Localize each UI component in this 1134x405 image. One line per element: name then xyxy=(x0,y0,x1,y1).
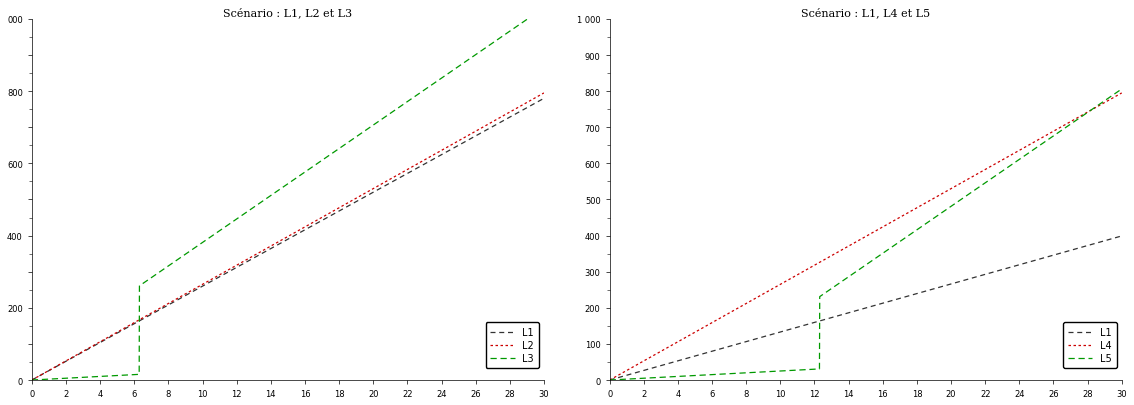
Title: Scénario : L1, L2 et L3: Scénario : L1, L2 et L3 xyxy=(223,7,353,18)
Legend: L1, L2, L3: L1, L2, L3 xyxy=(485,323,539,368)
Legend: L1, L4, L5: L1, L4, L5 xyxy=(1064,323,1117,368)
Title: Scénario : L1, L4 et L5: Scénario : L1, L4 et L5 xyxy=(801,7,930,18)
